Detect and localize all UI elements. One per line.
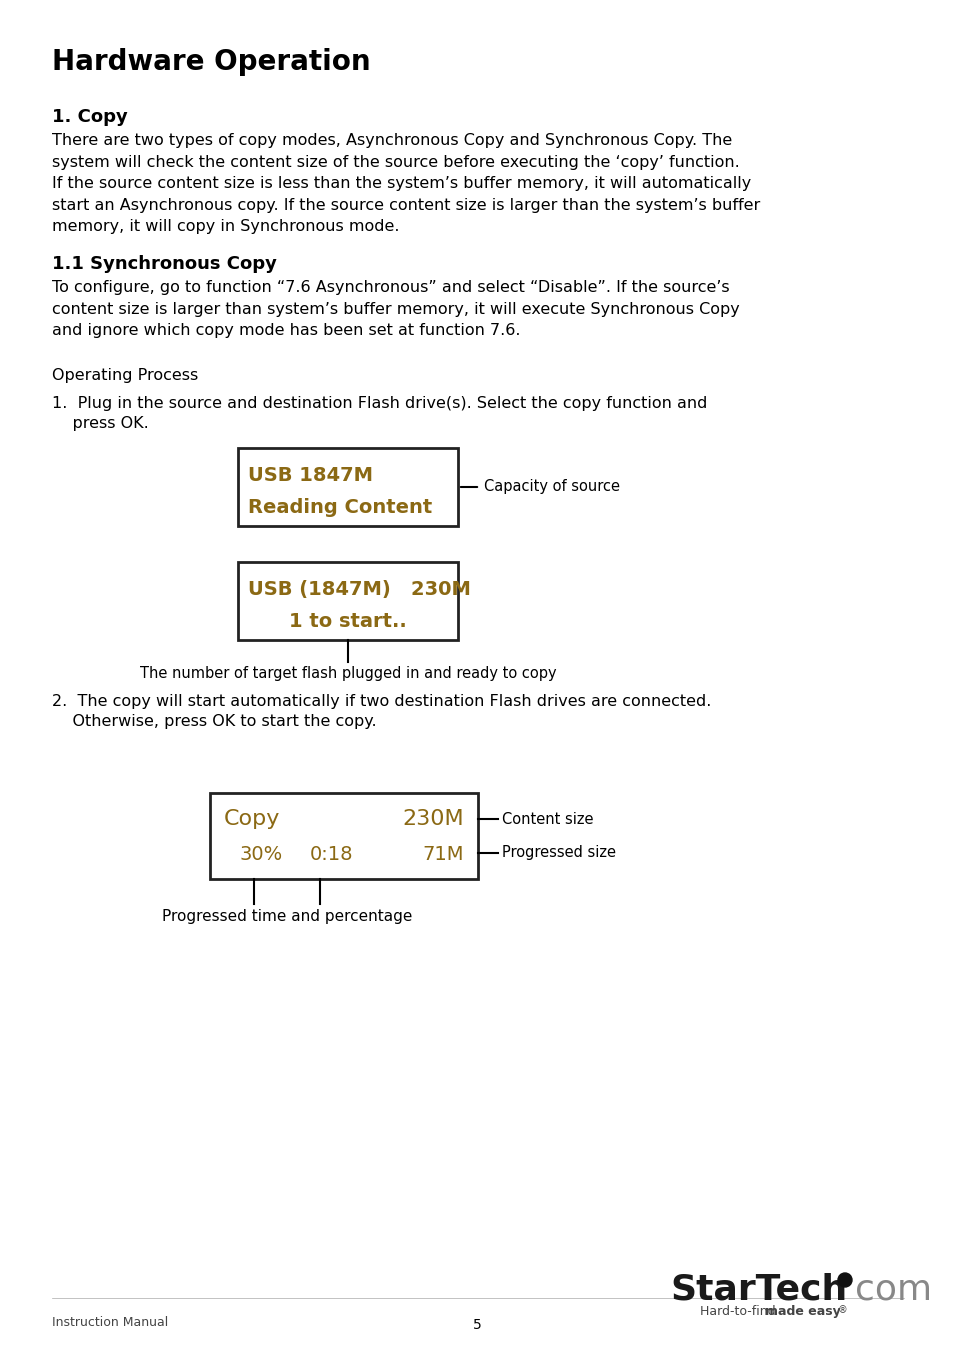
Text: Progressed time and percentage: Progressed time and percentage (162, 909, 412, 924)
Text: Operating Process: Operating Process (52, 369, 198, 383)
Text: USB (1847M)   230M: USB (1847M) 230M (248, 580, 471, 599)
Text: Otherwise, press OK to start the copy.: Otherwise, press OK to start the copy. (52, 714, 376, 729)
Text: ®: ® (837, 1305, 847, 1315)
Text: Copy: Copy (224, 808, 280, 829)
Text: Hardware Operation: Hardware Operation (52, 48, 370, 77)
Text: To configure, go to function “7.6 Asynchronous” and select “Disable”. If the sou: To configure, go to function “7.6 Asynch… (52, 280, 739, 338)
Text: Progressed size: Progressed size (501, 846, 616, 861)
Text: Reading Content: Reading Content (248, 498, 432, 516)
Text: 1.1 Synchronous Copy: 1.1 Synchronous Copy (52, 256, 276, 273)
Text: There are two types of copy modes, Asynchronous Copy and Synchronous Copy. The
s: There are two types of copy modes, Async… (52, 133, 760, 234)
FancyBboxPatch shape (237, 562, 457, 640)
Text: Instruction Manual: Instruction Manual (52, 1315, 168, 1329)
Text: 5: 5 (472, 1318, 481, 1332)
Text: Content size: Content size (501, 811, 593, 826)
Text: Capacity of source: Capacity of source (483, 480, 619, 495)
Text: StarTech: StarTech (669, 1272, 846, 1306)
Text: 230M: 230M (402, 808, 463, 829)
Text: made easy: made easy (764, 1305, 840, 1318)
Text: 30%: 30% (240, 845, 283, 863)
Text: 1. Copy: 1. Copy (52, 108, 128, 126)
Text: 1 to start..: 1 to start.. (289, 612, 406, 631)
Text: 1.  Plug in the source and destination Flash drive(s). Select the copy function : 1. Plug in the source and destination Fl… (52, 395, 706, 412)
Text: press OK.: press OK. (52, 416, 149, 430)
Text: USB 1847M: USB 1847M (248, 465, 373, 486)
Text: com: com (854, 1272, 931, 1306)
Text: 0:18: 0:18 (310, 845, 354, 863)
Text: 71M: 71M (422, 845, 463, 863)
FancyBboxPatch shape (210, 794, 477, 880)
FancyBboxPatch shape (237, 448, 457, 526)
Text: The number of target flash plugged in and ready to copy: The number of target flash plugged in an… (139, 666, 556, 681)
Circle shape (837, 1272, 851, 1287)
Text: Hard-to-find: Hard-to-find (700, 1305, 779, 1318)
Text: 2.  The copy will start automatically if two destination Flash drives are connec: 2. The copy will start automatically if … (52, 694, 711, 709)
